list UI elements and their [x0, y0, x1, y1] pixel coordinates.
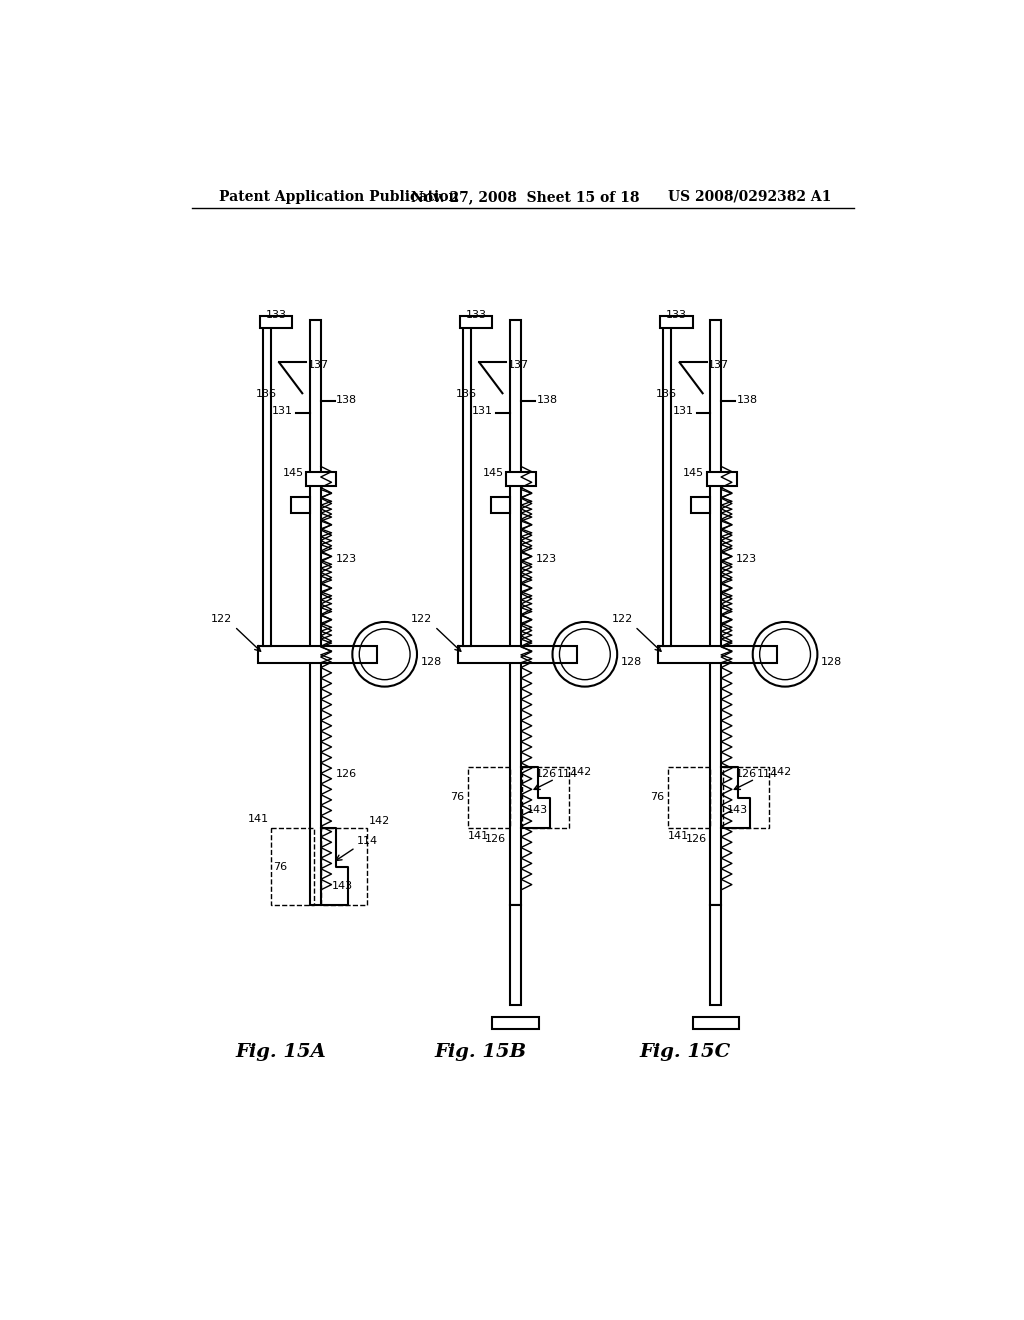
Text: 114: 114 [357, 836, 378, 846]
Text: 122: 122 [611, 614, 633, 624]
Text: 138: 138 [336, 395, 357, 405]
Text: 141: 141 [468, 830, 488, 841]
Text: 145: 145 [483, 469, 504, 478]
Text: US 2008/0292382 A1: US 2008/0292382 A1 [668, 190, 831, 203]
Text: 143: 143 [727, 805, 748, 814]
Text: 126: 126 [536, 770, 557, 779]
Text: Patent Application Publication: Patent Application Publication [219, 190, 459, 203]
Text: 126: 126 [685, 834, 707, 843]
Text: 122: 122 [412, 614, 432, 624]
Text: 128: 128 [821, 657, 843, 667]
Text: 138: 138 [736, 395, 758, 405]
Text: 131: 131 [272, 407, 293, 416]
Polygon shape [691, 498, 711, 512]
Polygon shape [493, 1016, 539, 1028]
Text: 136: 136 [656, 389, 677, 400]
Text: 123: 123 [336, 554, 356, 564]
Text: 136: 136 [256, 389, 276, 400]
Text: 123: 123 [536, 554, 557, 564]
Polygon shape [658, 645, 777, 663]
Polygon shape [260, 317, 292, 327]
Text: 133: 133 [466, 310, 486, 319]
Text: 138: 138 [537, 395, 557, 405]
Text: 114: 114 [757, 770, 777, 779]
Text: 141: 141 [668, 830, 689, 841]
Text: 131: 131 [472, 407, 494, 416]
Text: 128: 128 [421, 657, 442, 667]
Text: 123: 123 [736, 554, 757, 564]
Text: 141: 141 [248, 814, 269, 825]
Text: Fig. 15B: Fig. 15B [435, 1043, 527, 1060]
Text: 76: 76 [450, 792, 464, 803]
Polygon shape [506, 471, 537, 486]
Polygon shape [258, 645, 377, 663]
Polygon shape [490, 498, 510, 512]
Text: 142: 142 [370, 816, 390, 826]
Polygon shape [310, 321, 321, 906]
Text: 143: 143 [333, 880, 353, 891]
Text: 76: 76 [650, 792, 665, 803]
Polygon shape [463, 321, 471, 645]
Text: 126: 126 [485, 834, 506, 843]
Text: 76: 76 [273, 862, 287, 871]
Polygon shape [510, 906, 521, 1006]
Text: 128: 128 [621, 657, 642, 667]
Polygon shape [291, 498, 310, 512]
Polygon shape [306, 471, 336, 486]
Text: 136: 136 [456, 389, 477, 400]
Text: 126: 126 [336, 770, 356, 779]
Text: 142: 142 [571, 767, 592, 776]
Text: 114: 114 [556, 770, 578, 779]
Polygon shape [458, 645, 578, 663]
Text: 133: 133 [265, 310, 287, 319]
Polygon shape [692, 1016, 739, 1028]
Text: 142: 142 [771, 767, 793, 776]
Text: 133: 133 [666, 310, 687, 319]
Polygon shape [660, 317, 692, 327]
Text: 122: 122 [211, 614, 232, 624]
Text: 137: 137 [508, 360, 529, 370]
Text: 131: 131 [673, 407, 693, 416]
Text: Fig. 15A: Fig. 15A [236, 1043, 326, 1060]
Text: Nov. 27, 2008  Sheet 15 of 18: Nov. 27, 2008 Sheet 15 of 18 [411, 190, 639, 203]
Text: 126: 126 [736, 770, 757, 779]
Polygon shape [711, 321, 721, 906]
Text: 145: 145 [283, 469, 304, 478]
Polygon shape [263, 321, 270, 645]
Polygon shape [664, 321, 671, 645]
Polygon shape [711, 906, 721, 1006]
Polygon shape [510, 321, 521, 906]
Text: 137: 137 [708, 360, 729, 370]
Text: 137: 137 [307, 360, 329, 370]
Text: 143: 143 [526, 805, 548, 814]
Text: 145: 145 [683, 469, 705, 478]
Text: Fig. 15C: Fig. 15C [639, 1043, 730, 1060]
Polygon shape [460, 317, 493, 327]
Polygon shape [707, 471, 736, 486]
